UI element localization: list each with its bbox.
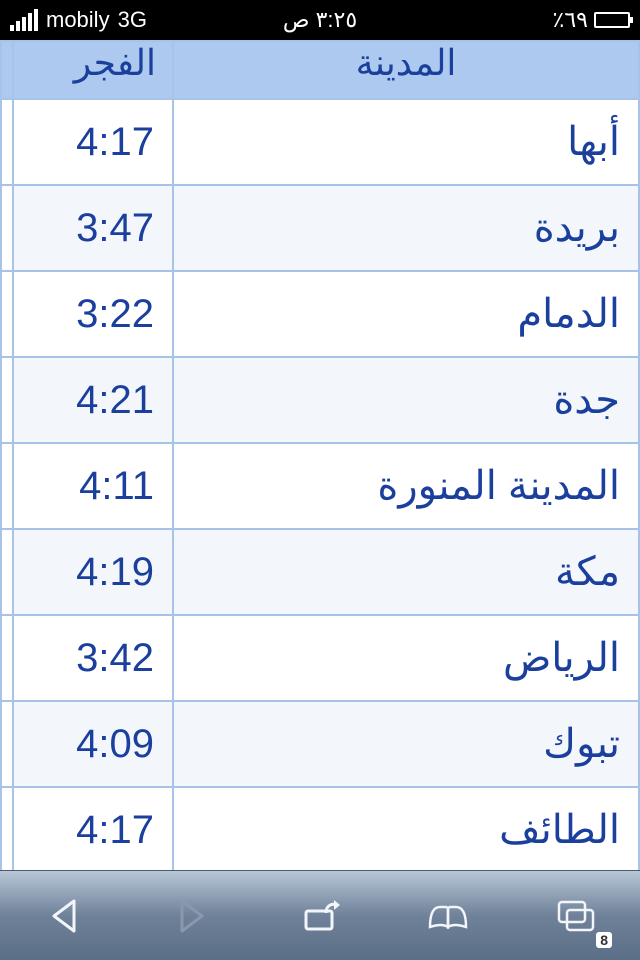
time-cell: 3:47	[13, 185, 173, 271]
table-row: 3:47بريدة	[1, 185, 639, 271]
time-cell: 4:17	[13, 787, 173, 870]
bookmarks-button[interactable]	[418, 886, 478, 946]
time-cell: 3:22	[13, 271, 173, 357]
status-left: mobily 3G	[10, 7, 147, 33]
city-cell: الطائف	[173, 787, 639, 870]
header-city: المدينة	[173, 41, 639, 99]
city-cell: أبها	[173, 99, 639, 185]
table-stub	[1, 701, 13, 787]
table-stub	[1, 41, 13, 99]
header-fajr: الفجر	[13, 41, 173, 99]
safari-toolbar: 8	[0, 870, 640, 960]
battery-pct: ٪٦٩	[553, 7, 588, 33]
table-row: 3:42الرياض	[1, 615, 639, 701]
prayer-times-table: الفجر المدينة 4:17أبها3:47بريدة3:22الدما…	[0, 40, 640, 870]
city-cell: تبوك	[173, 701, 639, 787]
pages-count-badge: 8	[596, 932, 612, 948]
table-stub	[1, 271, 13, 357]
share-button[interactable]	[290, 886, 350, 946]
city-cell: الرياض	[173, 615, 639, 701]
table-row: 4:19مكة	[1, 529, 639, 615]
table-stub	[1, 99, 13, 185]
table-row: 4:17أبها	[1, 99, 639, 185]
table-stub	[1, 787, 13, 870]
table-header-row: الفجر المدينة	[1, 41, 639, 99]
status-bar: mobily 3G ٣:٢٥ ص ٪٦٩	[0, 0, 640, 40]
status-right: ٪٦٩	[553, 7, 630, 33]
time-cell: 4:21	[13, 357, 173, 443]
forward-button[interactable]	[162, 886, 222, 946]
back-button[interactable]	[34, 886, 94, 946]
time-cell: 4:17	[13, 99, 173, 185]
table-row: 4:21جدة	[1, 357, 639, 443]
table-row: 4:17الطائف	[1, 787, 639, 870]
table-row: 3:22الدمام	[1, 271, 639, 357]
table-stub	[1, 615, 13, 701]
table-stub	[1, 443, 13, 529]
status-time: ٣:٢٥ ص	[283, 7, 357, 33]
table-stub	[1, 185, 13, 271]
time-cell: 4:09	[13, 701, 173, 787]
city-cell: المدينة المنورة	[173, 443, 639, 529]
city-cell: بريدة	[173, 185, 639, 271]
city-cell: مكة	[173, 529, 639, 615]
table-stub	[1, 357, 13, 443]
table-stub	[1, 529, 13, 615]
page-content[interactable]: الفجر المدينة 4:17أبها3:47بريدة3:22الدما…	[0, 40, 640, 870]
network-label: 3G	[118, 7, 147, 33]
table-row: 4:09تبوك	[1, 701, 639, 787]
city-cell: جدة	[173, 357, 639, 443]
pages-button[interactable]: 8	[546, 886, 606, 946]
signal-icon	[10, 9, 38, 31]
table-row: 4:11المدينة المنورة	[1, 443, 639, 529]
time-cell: 3:42	[13, 615, 173, 701]
battery-icon	[594, 12, 630, 28]
carrier-label: mobily	[46, 7, 110, 33]
time-cell: 4:19	[13, 529, 173, 615]
city-cell: الدمام	[173, 271, 639, 357]
time-cell: 4:11	[13, 443, 173, 529]
